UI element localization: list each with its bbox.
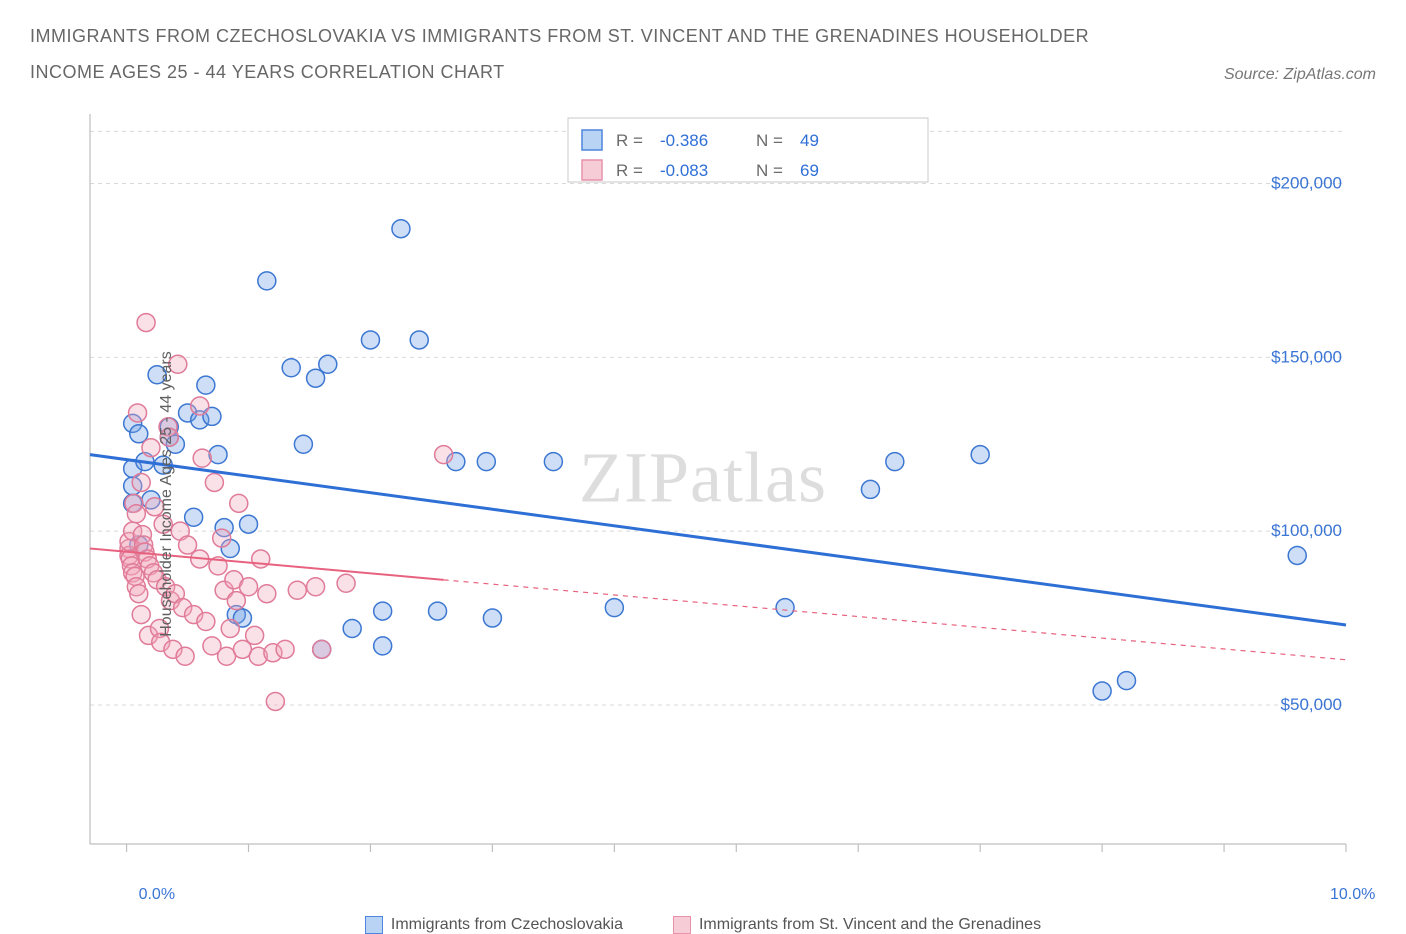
x-axis-labels: 0.0% 10.0% (30, 884, 1376, 908)
scatter-point (374, 637, 392, 655)
scatter-point (137, 314, 155, 332)
scatter-point (197, 613, 215, 631)
scatter-chart: $50,000 $100,000 $150,000 $200,000 R = -0.386… (30, 104, 1376, 884)
scatter-point (258, 585, 276, 603)
legend-swatch (582, 160, 602, 180)
scatter-point (483, 609, 501, 627)
scatter-point (185, 508, 203, 526)
scatter-point (861, 480, 879, 498)
scatter-point (252, 550, 270, 568)
scatter-point (240, 578, 258, 596)
scatter-point (319, 355, 337, 373)
scatter-point (197, 376, 215, 394)
scatter-point (605, 599, 623, 617)
scatter-point (240, 515, 258, 533)
scatter-point (246, 626, 264, 644)
scatter-point (374, 602, 392, 620)
scatter-point (886, 453, 904, 471)
legend-swatch (673, 916, 691, 934)
legend-r-label: R = (616, 131, 643, 150)
legend-n-label: N = (756, 131, 783, 150)
scatter-point (213, 529, 231, 547)
scatter-point (1118, 672, 1136, 690)
legend-label: Immigrants from Czechoslovakia (391, 916, 623, 934)
scatter-point (276, 640, 294, 658)
source-label: Source: ZipAtlas.com (1224, 66, 1376, 90)
scatter-point (129, 404, 147, 422)
scatter-point (221, 619, 239, 637)
legend-n-label: N = (756, 161, 783, 180)
legend-r-value: -0.083 (660, 161, 708, 180)
legend-swatch (582, 130, 602, 150)
legend-r-label: R = (616, 161, 643, 180)
scatter-point (191, 397, 209, 415)
scatter-point (313, 640, 331, 658)
scatter-point (127, 505, 145, 523)
y-tick-label: $50,000 (1281, 695, 1342, 714)
y-tick-label: $150,000 (1271, 347, 1342, 366)
y-axis-title: Householder Income Ages 25 - 44 years (158, 351, 176, 637)
scatter-point (258, 272, 276, 290)
scatter-point (193, 449, 211, 467)
scatter-point (1093, 682, 1111, 700)
scatter-point (337, 574, 355, 592)
legend-r-value: -0.386 (660, 131, 708, 150)
chart-title: IMMIGRANTS FROM CZECHOSLOVAKIA VS IMMIGR… (30, 18, 1130, 90)
scatter-point (132, 473, 150, 491)
scatter-point (230, 494, 248, 512)
footer-legend: Immigrants from Czechoslovakia Immigrants… (0, 916, 1406, 934)
trend-line-dashed (444, 580, 1346, 660)
footer-legend-item: Immigrants from Czechoslovakia (365, 916, 623, 934)
scatter-point (307, 578, 325, 596)
scatter-point (294, 435, 312, 453)
scatter-point (205, 473, 223, 491)
trend-line (90, 455, 1346, 625)
scatter-point (130, 585, 148, 603)
scatter-point (343, 619, 361, 637)
scatter-point (288, 581, 306, 599)
scatter-point (410, 331, 428, 349)
x-tick-label: 0.0% (139, 886, 175, 904)
scatter-point (429, 602, 447, 620)
footer-legend-item: Immigrants from St. Vincent and the Gren… (673, 916, 1041, 934)
legend-n-value: 69 (800, 161, 819, 180)
y-tick-label: $200,000 (1271, 174, 1342, 193)
x-tick-label: 10.0% (1330, 886, 1375, 904)
scatter-point (176, 647, 194, 665)
scatter-point (266, 692, 284, 710)
scatter-point (1288, 546, 1306, 564)
legend-label: Immigrants from St. Vincent and the Gren… (699, 916, 1041, 934)
legend-swatch (365, 916, 383, 934)
y-tick-label: $100,000 (1271, 521, 1342, 540)
scatter-point (132, 606, 150, 624)
scatter-point (435, 446, 453, 464)
scatter-point (361, 331, 379, 349)
scatter-point (392, 220, 410, 238)
scatter-point (776, 599, 794, 617)
legend-n-value: 49 (800, 131, 819, 150)
scatter-point (971, 446, 989, 464)
scatter-point (282, 359, 300, 377)
scatter-point (209, 446, 227, 464)
scatter-point (544, 453, 562, 471)
scatter-point (477, 453, 495, 471)
